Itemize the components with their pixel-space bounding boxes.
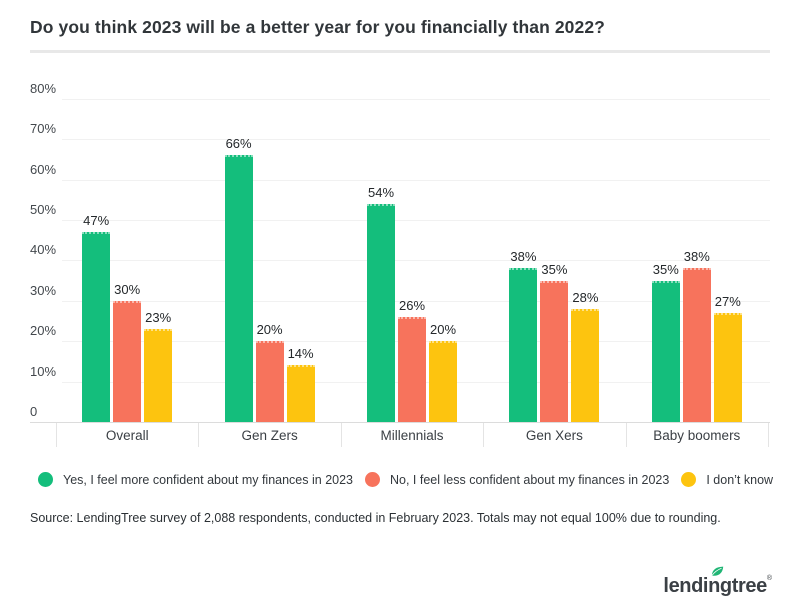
bar-value-label: 14% — [287, 346, 314, 362]
bar — [144, 329, 173, 422]
category-tick — [768, 423, 769, 447]
x-axis-line — [30, 422, 770, 423]
gridline — [62, 179, 770, 181]
category-label: Baby boomers — [653, 428, 741, 443]
source-note: Source: LendingTree survey of 2,088 resp… — [30, 511, 721, 525]
category-tick — [483, 423, 485, 447]
bar — [509, 268, 538, 422]
category-label: Millennials — [380, 428, 444, 443]
category-tick — [625, 423, 627, 447]
bar — [713, 312, 742, 422]
bar-value-label: 38% — [683, 249, 710, 265]
legend-item: No, I feel less confident about my finan… — [365, 472, 669, 487]
bar — [540, 280, 569, 422]
y-axis-label: 20% — [30, 323, 57, 339]
bar — [82, 232, 111, 422]
y-axis-label: 40% — [30, 242, 57, 258]
bar-value-label: 20% — [256, 322, 283, 338]
bar-value-label: 47% — [83, 213, 110, 229]
bar-value-label: 35% — [652, 261, 679, 277]
bar — [429, 341, 457, 422]
legend-item: Yes, I feel more confident about my fina… — [38, 472, 353, 487]
category-tick — [56, 423, 57, 447]
category-tick — [198, 423, 200, 447]
bar — [286, 365, 315, 422]
logo-trademark-icon: ® — [766, 575, 772, 582]
bar-value-label: 35% — [541, 261, 568, 277]
bar-value-label: 23% — [145, 310, 172, 326]
logo-text: lendingtree — [663, 575, 767, 597]
bar-value-label: 20% — [429, 322, 457, 338]
legend-swatch-icon — [38, 472, 53, 487]
bar — [224, 155, 253, 422]
bar-value-label: 54% — [367, 184, 395, 200]
title-divider — [30, 50, 770, 53]
chart-title: Do you think 2023 will be a better year … — [30, 17, 605, 37]
bar-chart: 80% 70% 60% 50% 40% 30% 20% 10% 0 Overall Gen Zers… — [30, 80, 770, 447]
gridline — [62, 220, 770, 221]
y-axis-label: 10% — [30, 363, 57, 379]
legend-label: Yes, I feel more confident about my fina… — [63, 472, 353, 487]
legend-label: No, I feel less confident about my finan… — [390, 472, 670, 487]
legend-item: I don’t know — [681, 472, 773, 487]
bar-value-label: 27% — [714, 293, 741, 309]
bar-value-label: 30% — [114, 281, 141, 297]
legend-swatch-icon — [681, 472, 697, 487]
y-axis-label: 80% — [30, 80, 57, 96]
bar — [651, 280, 680, 422]
logo-inner: lendingtree® — [663, 566, 772, 598]
bar-value-label: 26% — [398, 297, 426, 313]
y-axis-label: 70% — [30, 121, 57, 137]
gridline — [62, 260, 770, 262]
bar — [255, 341, 284, 422]
y-axis-label: 50% — [30, 202, 57, 217]
category-label: Gen Xers — [525, 428, 583, 443]
leaf-icon — [711, 566, 724, 576]
category-label: Overall — [105, 428, 149, 443]
bar — [682, 268, 711, 422]
bar — [367, 203, 395, 422]
bar-value-label: 38% — [510, 249, 537, 265]
category-tick — [340, 423, 342, 447]
gridline — [62, 139, 770, 141]
legend-swatch-icon — [365, 472, 380, 487]
bar-value-label: 28% — [572, 289, 599, 305]
legend: Yes, I feel more confident about my fina… — [38, 472, 778, 487]
bar — [571, 308, 600, 422]
legend-label: I don’t know — [706, 472, 774, 487]
y-axis-label: 60% — [30, 161, 57, 177]
bar — [113, 300, 142, 422]
gridline — [62, 300, 770, 302]
y-axis-label: 30% — [30, 282, 57, 298]
bar — [398, 316, 426, 422]
category-label: Gen Zers — [241, 428, 298, 443]
lendingtree-logo: lendingtree® — [663, 566, 772, 598]
bar-value-label: 66% — [225, 136, 252, 152]
gridline — [62, 98, 770, 100]
y-axis-label: 0 — [30, 404, 38, 419]
